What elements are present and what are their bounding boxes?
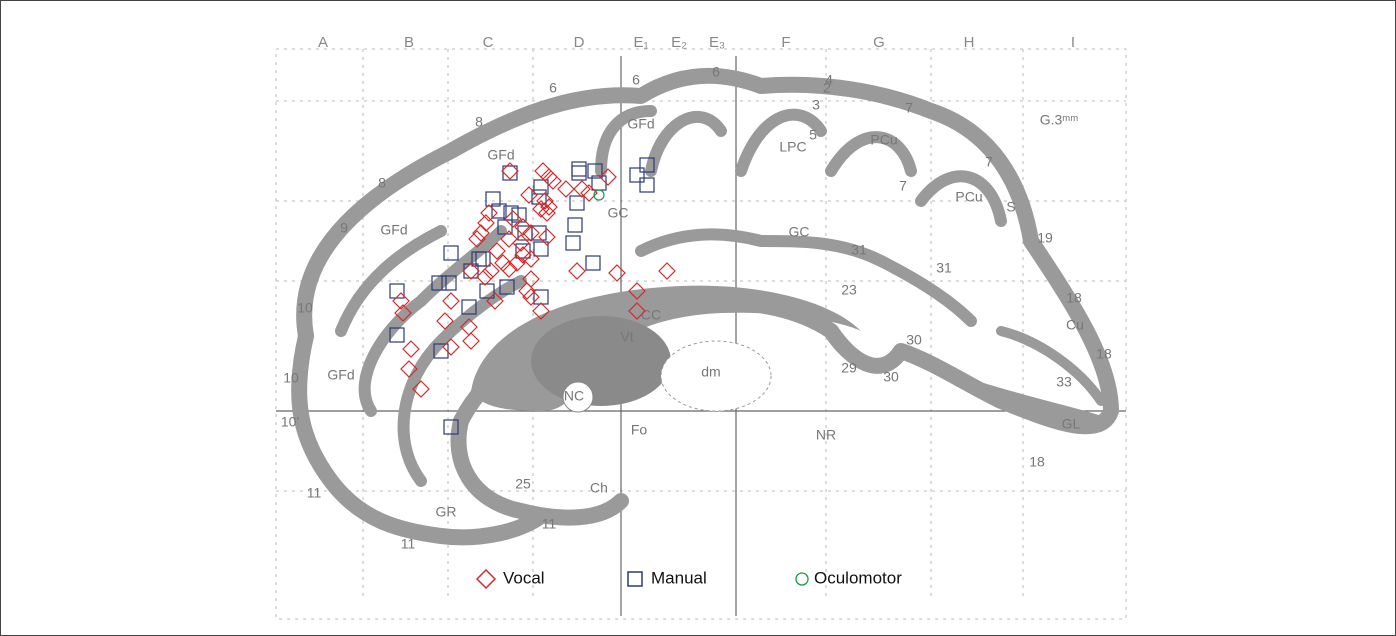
column-label: D [574, 34, 585, 51]
region-label: 3 [812, 97, 820, 113]
region-label: 31 [851, 242, 867, 258]
legend: Vocal Manual Oculomotor [477, 568, 902, 588]
vocal-site [463, 333, 479, 349]
column-label: G [873, 34, 885, 51]
column-label: E₁ [633, 34, 648, 51]
column-label: I [1071, 34, 1075, 51]
region-label: Cu [1066, 317, 1084, 333]
manual-site [586, 256, 600, 270]
region-label: 11 [542, 516, 557, 532]
region-label: 8 [378, 175, 386, 191]
region-label: 10' [281, 414, 299, 430]
legend-oculomotor-marker [796, 573, 808, 585]
region-label: 2 [823, 80, 831, 96]
manual-site [390, 284, 404, 298]
region-label: PCu [870, 132, 897, 148]
region-label: 18 [1066, 290, 1082, 306]
region-label: PCu [955, 189, 982, 205]
ventricle [531, 316, 671, 406]
region-label: GR [436, 504, 457, 520]
region-label: 19 [1037, 230, 1053, 246]
region-label: 5 [809, 127, 817, 143]
scale-label: G.3ᵐᵐ [1040, 112, 1079, 128]
region-label: GL [1062, 416, 1081, 432]
region-label: 29 [841, 360, 857, 376]
manual-site [630, 168, 644, 182]
manual-site [444, 246, 458, 260]
region-label: Fo [631, 422, 648, 438]
vocal-site [403, 341, 419, 357]
vocal-site [609, 265, 625, 281]
legend-manual-marker [628, 572, 642, 586]
legend-label: Manual [651, 568, 707, 587]
manual-site [566, 236, 580, 250]
region-label: Vt [620, 329, 633, 345]
figure: A B C D E₁ E₂ E₃ F G H I G.3ᵐᵐ GFd GFd GFd GFd GC GC PCu PC… [0, 0, 1396, 636]
manual-site [534, 290, 548, 304]
vocal-site [502, 163, 518, 179]
region-label: GC [789, 224, 810, 240]
region-label: 10 [297, 300, 313, 316]
column-label: A [318, 34, 328, 51]
column-label: E₂ [671, 34, 687, 51]
manual-site [570, 196, 584, 210]
region-label: S [1006, 199, 1015, 215]
vocal-site [443, 293, 459, 309]
region-label: 7 [985, 154, 993, 170]
vocal-site [539, 229, 555, 245]
region-label: 30 [906, 332, 922, 348]
region-label: 6 [632, 72, 640, 88]
region-label: 30 [883, 369, 899, 385]
column-label: B [404, 34, 414, 51]
region-label: 25 [515, 476, 531, 492]
region-label: LPC [779, 139, 806, 155]
region-label: 10 [283, 370, 299, 386]
region-label: 7 [905, 100, 913, 116]
vocal-site [659, 263, 675, 279]
legend-label: Oculomotor [814, 568, 902, 587]
legend-vocal-marker [477, 570, 495, 588]
manual-site [572, 166, 586, 180]
region-label: NC [564, 388, 584, 404]
column-label: C [483, 34, 494, 51]
column-label: H [964, 34, 975, 51]
legend-label: Vocal [503, 568, 545, 587]
region-label: 18 [1096, 346, 1112, 362]
region-label: GFd [380, 222, 407, 238]
region-label: 7 [899, 178, 907, 194]
region-label: 6 [549, 80, 557, 96]
vocal-site [523, 251, 539, 267]
region-label: NR [816, 427, 836, 443]
region-label: GFd [627, 116, 654, 132]
region-label: dm [701, 364, 720, 380]
region-label: 33 [1056, 374, 1072, 390]
region-label: 23 [841, 282, 857, 298]
region-label: 6 [712, 64, 720, 80]
vocal-site [569, 263, 585, 279]
region-label: GC [608, 205, 629, 221]
region-label: 9 [340, 220, 348, 236]
region-label: 18 [1029, 454, 1045, 470]
region-label: 11 [307, 485, 322, 501]
region-label: 11 [401, 536, 416, 552]
region-label: GFd [327, 367, 354, 383]
region-label: Ch [590, 480, 608, 496]
manual-site [572, 162, 586, 176]
column-label: F [781, 34, 790, 51]
region-label: GFd [487, 147, 514, 163]
column-label: E₃ [709, 34, 725, 51]
vocal-site [558, 181, 574, 197]
region-label: 8 [475, 114, 483, 130]
brain-atlas: A B C D E₁ E₂ E₃ F G H I G.3ᵐᵐ GFd GFd GFd GFd GC GC PCu PC… [1, 1, 1395, 635]
manual-site [640, 178, 654, 192]
manual-site [568, 218, 582, 232]
region-label: 31 [936, 260, 952, 276]
